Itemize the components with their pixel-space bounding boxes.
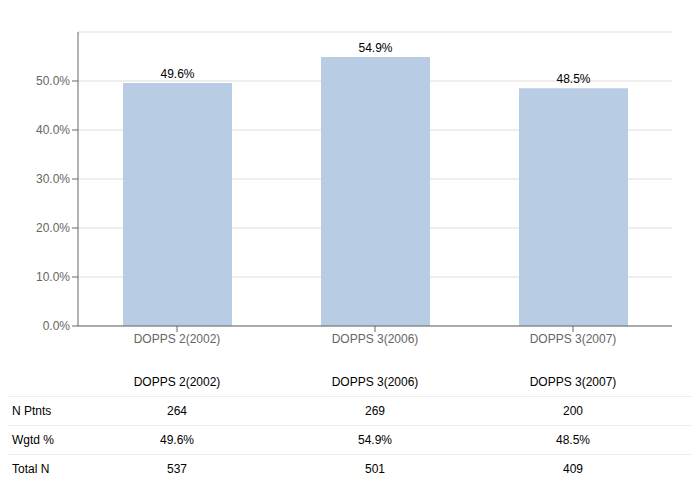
svg-text:54.9%: 54.9% [358,41,392,55]
html-text:DOPPS 3(2006): DOPPS 3(2006) [331,375,419,389]
svg-text:DOPPS 3(2007): DOPPS 3(2007) [530,332,617,346]
svg-text:20.0%: 20.0% [36,221,70,235]
svg-text:0.0%: 0.0% [43,319,71,333]
html-text:501: 501 [365,462,385,476]
html-text:48.5%: 48.5% [556,433,590,447]
svg-text:10.0%: 10.0% [36,270,70,284]
svg-text:50.0%: 50.0% [36,74,70,88]
html-text:537: 537 [167,462,187,476]
html-text:Total N: Total N [12,462,50,476]
svg-text:DOPPS 2(2002): DOPPS 2(2002) [134,332,221,346]
svg-text:30.0%: 30.0% [36,172,70,186]
html-text:54.9%: 54.9% [358,433,392,447]
html-text:269: 269 [365,404,385,418]
html-text:200: 200 [563,404,583,418]
html-text:DOPPS 3(2007): DOPPS 3(2007) [529,375,617,389]
html-text:264: 264 [167,404,187,418]
html-text:N Ptnts: N Ptnts [12,404,52,418]
html-text:409: 409 [563,462,583,476]
svg-text:40.0%: 40.0% [36,123,70,137]
html-text:Wgtd %: Wgtd % [12,433,54,447]
svg-text:48.5%: 48.5% [556,72,590,86]
svg-text:49.6%: 49.6% [160,67,194,81]
svg-text:DOPPS 3(2006): DOPPS 3(2006) [332,332,419,346]
html-text:49.6%: 49.6% [160,433,194,447]
html-text:DOPPS 2(2002): DOPPS 2(2002) [133,375,221,389]
